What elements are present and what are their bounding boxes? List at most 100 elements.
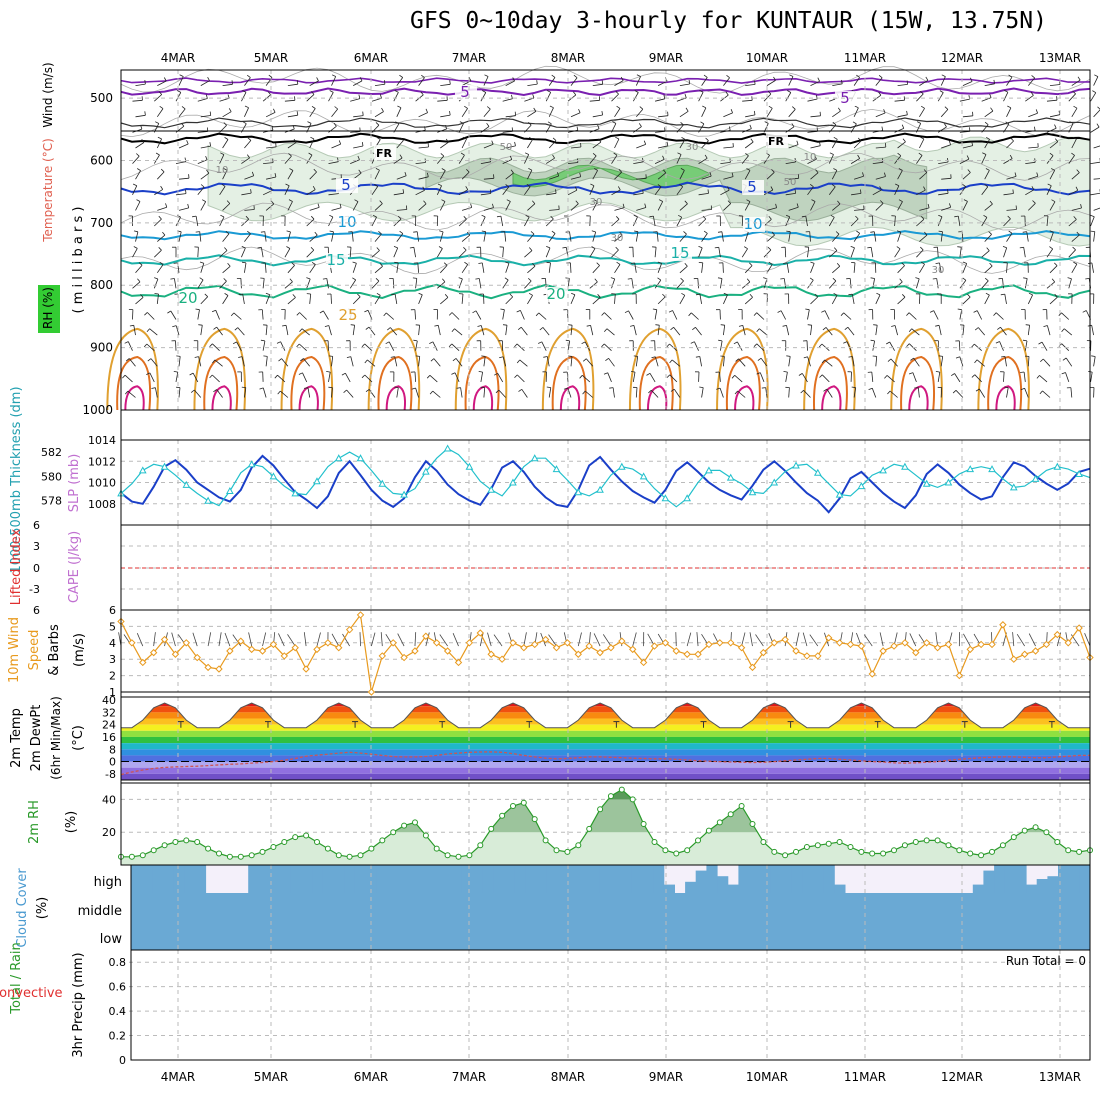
precip-axis-label: 3hr Precip (mm): [71, 952, 86, 1057]
wind-barb-flag: [984, 277, 989, 282]
wind-barb: [957, 216, 961, 227]
wind-barb-flag: [357, 293, 361, 298]
wind-barb-flag: [359, 77, 363, 82]
wind-barb-flag: [1022, 339, 1028, 342]
wind-barb-flag: [247, 137, 252, 141]
wind-barb-flag: [528, 247, 533, 251]
wind-barb-flag: [505, 184, 510, 188]
wind-barb: [520, 326, 528, 336]
wind-barb-flag: [876, 292, 881, 296]
wind-barb-flag: [531, 200, 536, 204]
wind-barb-flag: [753, 110, 756, 115]
wind10m-barb: [316, 632, 321, 647]
wind-barb-flag: [891, 325, 896, 327]
date-tick-label: 9MAR: [649, 51, 684, 65]
wind-barb: [810, 115, 821, 118]
date-tick-label: 12MAR: [941, 51, 983, 65]
wind-barb: [611, 93, 619, 102]
wind-barb: [940, 387, 943, 398]
wind-barb: [439, 231, 444, 242]
wind-barb-flag: [409, 246, 414, 249]
wind-barb-flag: [137, 278, 141, 283]
thickness-point: [334, 454, 343, 462]
wind-barb-flag: [855, 215, 859, 220]
wind-barb: [628, 310, 634, 320]
wind-barb: [331, 108, 339, 118]
wind-barb: [916, 278, 920, 289]
wind-barb-flag: [948, 140, 951, 145]
wind-barb: [200, 115, 211, 118]
wind-barb: [374, 170, 380, 180]
wind-barb: [760, 357, 768, 367]
wind-barb: [959, 158, 970, 164]
wind-barb-flag: [777, 310, 782, 313]
rh-point: [858, 848, 865, 855]
wind-barb: [309, 138, 315, 149]
cloud-high-bar: [813, 865, 825, 893]
contour-label: FR: [768, 135, 785, 148]
wind-barb-flag: [328, 355, 333, 357]
temp-contour-30-loop: [464, 355, 500, 411]
wind-barb-flag: [1085, 278, 1090, 280]
wind-barb-flag: [226, 200, 231, 204]
thickness-point: [944, 478, 953, 486]
rh2m-axis-label: 2m RH: [27, 800, 42, 844]
wind-barb-flag: [463, 216, 467, 220]
wind-barb-flag: [638, 123, 642, 127]
bottom-date-axis: 4MAR 5MAR 6MAR 7MAR 8MAR 9MAR 10MAR 11MAR 12MAR 1…: [161, 1070, 1081, 1084]
wind-barb-flag: [329, 90, 334, 93]
wind-barb-flag: [451, 328, 455, 333]
rh-contour-label: 30: [590, 197, 603, 208]
wind10m-point: [814, 652, 822, 660]
wind-barb-flag: [610, 277, 615, 280]
wind-barb-flag: [352, 261, 357, 264]
wind-barb-flag: [1002, 246, 1007, 249]
wind-barb-flag: [464, 261, 468, 265]
wind-barb: [545, 278, 547, 289]
wind-barb-flag: [841, 79, 843, 84]
wind-barb: [832, 110, 841, 118]
wind-barb-flag: [920, 136, 925, 140]
wind-barb: [806, 340, 808, 351]
wind-barb: [962, 201, 968, 211]
temp-contour-30-loop: [812, 355, 848, 411]
wind-barb-flag: [1054, 262, 1058, 266]
wind-barb-flag: [468, 77, 472, 81]
wind-barb-flag: [312, 185, 316, 190]
wind-barb: [890, 358, 898, 367]
wind-barb: [897, 201, 903, 211]
wind-barb: [1003, 158, 1013, 164]
wind-barb: [364, 374, 373, 383]
dewpoint-axis-label: 2m DewPt: [29, 705, 44, 772]
wind-speed-tick-label: 1: [109, 686, 116, 699]
wind-barb: [371, 97, 382, 102]
wind-barb-flag: [1010, 137, 1014, 142]
wind-barb-flag: [437, 183, 442, 187]
wind-barb-flag: [754, 80, 756, 85]
wind10m-barb: [879, 632, 884, 647]
wind-barb-flag: [223, 278, 227, 282]
wind-barb: [306, 278, 311, 289]
wind-barb: [851, 193, 862, 196]
wind-barb: [236, 341, 242, 351]
rh-point: [891, 847, 897, 854]
wind-barb: [676, 154, 682, 164]
wind-barb-flag: [271, 126, 274, 131]
wind-barb-flag: [492, 203, 494, 208]
date-tick-label: 11MAR: [844, 1070, 886, 1084]
wind-barb: [875, 112, 886, 118]
wind-barb-flag: [352, 277, 356, 281]
contour-label-bg: [766, 133, 788, 148]
wind-barb-flag: [278, 358, 282, 362]
wind-barb: [913, 357, 920, 367]
wind-barb-flag: [399, 230, 404, 234]
wind-barb: [266, 146, 277, 149]
wind-barb-flag: [771, 231, 775, 236]
wind-barb: [734, 374, 743, 383]
wind-barb: [933, 310, 939, 320]
wind-barb: [919, 263, 925, 274]
temp-axis-label: 2m Temp: [9, 708, 24, 768]
wind-barb: [505, 172, 514, 180]
wind-barb-flag: [677, 152, 682, 155]
wind10m-point: [596, 648, 604, 657]
